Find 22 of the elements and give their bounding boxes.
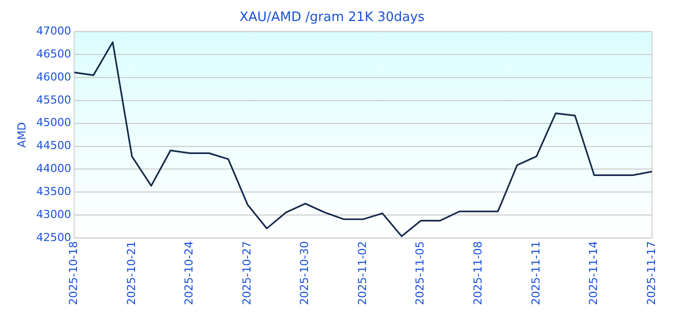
y-tick-label: 45500: [36, 93, 72, 106]
x-tick-label: 2025-10-18: [67, 241, 80, 306]
x-tick-label: 2025-10-24: [182, 241, 196, 306]
x-tick-label: 2025-10-21: [124, 241, 138, 306]
chart-title: XAU/AMD /gram 21K 30days: [239, 10, 425, 26]
x-tick-label: 2025-11-11: [529, 241, 542, 306]
x-tick-label: 2025-10-30: [298, 241, 312, 306]
x-tick-label: 2025-10-27: [240, 241, 254, 306]
y-axis-title: AMD: [15, 122, 28, 148]
y-tick-label: 46500: [36, 47, 72, 60]
x-tick-label: 2025-11-02: [356, 241, 369, 306]
y-tick-label: 47000: [36, 24, 72, 38]
y-tick-label: 45000: [36, 116, 72, 130]
y-tick-label: 43000: [36, 208, 72, 221]
y-tick-label: 43500: [36, 185, 72, 198]
y-tick-label: 46000: [36, 70, 72, 84]
x-tick-label: 2025-11-05: [414, 241, 427, 306]
x-tick-label: 2025-11-17: [644, 241, 658, 306]
y-tick-label: 44500: [36, 139, 72, 152]
x-tick-label: 2025-11-08: [472, 241, 485, 306]
x-tick-label: 2025-11-14: [587, 241, 600, 306]
y-tick-label: 44000: [36, 162, 72, 176]
